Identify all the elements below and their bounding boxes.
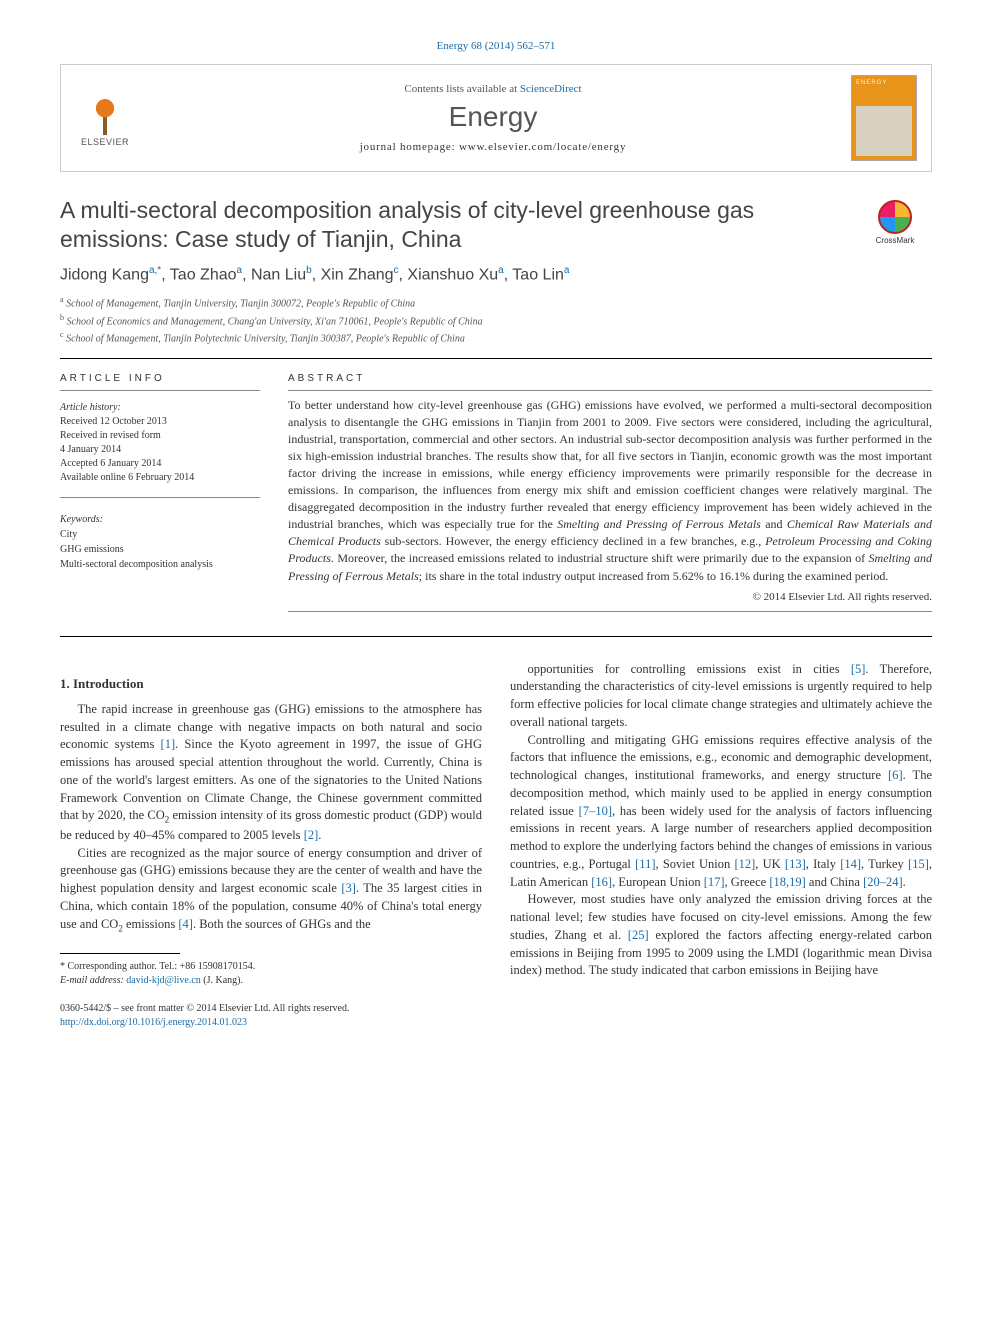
revised-label: Received in revised form <box>60 430 161 441</box>
body-paragraph: Cities are recognized as the major sourc… <box>60 845 482 935</box>
divider-thin <box>60 497 260 498</box>
footnotes: * Corresponding author. Tel.: +86 159081… <box>60 960 482 988</box>
cover-body <box>856 106 912 156</box>
title-row: A multi-sectoral decomposition analysis … <box>60 196 932 255</box>
contents-prefix: Contents lists available at <box>404 83 519 95</box>
abstract-text: To better understand how city-level gree… <box>288 397 932 584</box>
article-info-column: ARTICLE INFO Article history: Received 1… <box>60 373 260 617</box>
accepted-date: Accepted 6 January 2014 <box>60 458 161 469</box>
online-date: Available online 6 February 2014 <box>60 472 194 483</box>
keyword: GHG emissions <box>60 544 124 555</box>
meta-row: ARTICLE INFO Article history: Received 1… <box>60 373 932 617</box>
affiliation-c: c School of Management, Tianjin Polytech… <box>60 329 932 346</box>
email-label: E-mail address: <box>60 975 126 986</box>
journal-cover-thumb: ENERGY <box>851 75 917 161</box>
author-list: Jidong Kanga,*, Tao Zhaoa, Nan Liub, Xin… <box>60 265 932 284</box>
affiliation-a: a School of Management, Tianjin Universi… <box>60 294 932 311</box>
doi-link[interactable]: http://dx.doi.org/10.1016/j.energy.2014.… <box>60 1017 247 1028</box>
front-matter-line: 0360-5442/$ – see front matter © 2014 El… <box>60 1002 482 1016</box>
sciencedirect-link[interactable]: ScienceDirect <box>520 83 582 95</box>
article-title: A multi-sectoral decomposition analysis … <box>60 196 842 255</box>
section-heading: 1. Introduction <box>60 675 482 693</box>
elsevier-tree-icon <box>82 89 128 135</box>
homepage-url[interactable]: www.elsevier.com/locate/energy <box>459 141 626 153</box>
email-link[interactable]: david-kjd@live.cn <box>126 975 200 986</box>
abstract-column: ABSTRACT To better understand how city-l… <box>288 373 932 617</box>
article-info-heading: ARTICLE INFO <box>60 373 260 384</box>
elsevier-logo: ELSEVIER <box>75 83 135 153</box>
divider-thin <box>288 611 932 612</box>
keywords-block: Keywords: City GHG emissions Multi-secto… <box>60 512 260 572</box>
divider <box>60 358 932 359</box>
keywords-label: Keywords: <box>60 514 103 525</box>
article-history: Article history: Received 12 October 201… <box>60 401 260 485</box>
contents-available: Contents lists available at ScienceDirec… <box>147 83 839 95</box>
crossmark-label: CrossMark <box>876 236 915 245</box>
affiliations: a School of Management, Tianjin Universi… <box>60 294 932 346</box>
body-paragraph: Controlling and mitigating GHG emissions… <box>510 732 932 892</box>
body-paragraph: The rapid increase in greenhouse gas (GH… <box>60 701 482 845</box>
front-matter: 0360-5442/$ – see front matter © 2014 El… <box>60 1002 482 1030</box>
corresponding-author: * Corresponding author. Tel.: +86 159081… <box>60 960 482 974</box>
affiliation-b: b School of Economics and Management, Ch… <box>60 312 932 329</box>
footnote-separator <box>60 953 180 954</box>
abstract-heading: ABSTRACT <box>288 373 932 384</box>
abstract-copyright: © 2014 Elsevier Ltd. All rights reserved… <box>288 591 932 603</box>
citation-line: Energy 68 (2014) 562–571 <box>60 40 932 52</box>
keyword: City <box>60 529 77 540</box>
homepage-prefix: journal homepage: <box>360 141 459 153</box>
revised-date: 4 January 2014 <box>60 444 121 455</box>
body-paragraph: opportunities for controlling emissions … <box>510 661 932 732</box>
crossmark-badge[interactable]: CrossMark <box>858 200 932 245</box>
body-text: 1. Introduction The rapid increase in gr… <box>60 661 932 1030</box>
divider <box>60 636 932 637</box>
divider-thin <box>288 390 932 391</box>
elsevier-text: ELSEVIER <box>81 137 129 147</box>
history-label: Article history: <box>60 402 121 413</box>
journal-header: ELSEVIER Contents lists available at Sci… <box>60 64 932 172</box>
received-date: Received 12 October 2013 <box>60 416 167 427</box>
cover-label: ENERGY <box>856 80 912 86</box>
journal-name: Energy <box>147 101 839 133</box>
corresponding-email: E-mail address: david-kjd@live.cn (J. Ka… <box>60 974 482 988</box>
header-center: Contents lists available at ScienceDirec… <box>147 83 839 153</box>
page: Energy 68 (2014) 562–571 ELSEVIER Conten… <box>0 0 992 1060</box>
journal-homepage: journal homepage: www.elsevier.com/locat… <box>147 141 839 153</box>
divider-thin <box>60 390 260 391</box>
keyword: Multi-sectoral decomposition analysis <box>60 559 213 570</box>
crossmark-icon <box>878 200 912 234</box>
body-paragraph: However, most studies have only analyzed… <box>510 891 932 980</box>
email-suffix: (J. Kang). <box>201 975 243 986</box>
